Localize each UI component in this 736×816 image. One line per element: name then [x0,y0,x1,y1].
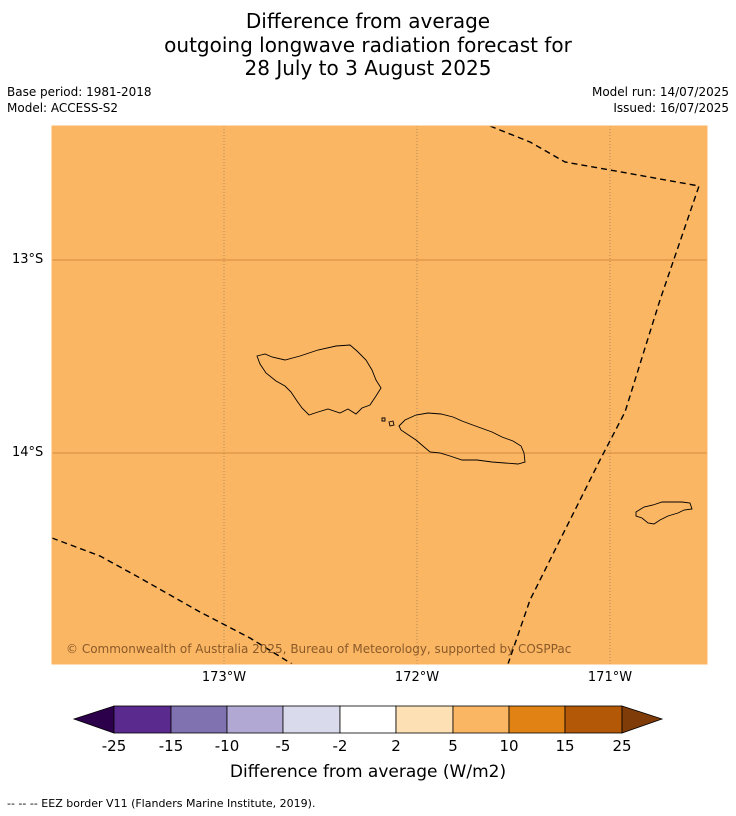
colorbar-tick-label: 15 [555,737,575,755]
island-apolima [381,417,386,422]
colorbar-swatch-7 [452,705,510,734]
lon-label-173w: 173°W [201,670,247,685]
island-tutuila [635,501,693,525]
copyright-text: © Commonwealth of Australia 2025, Bureau… [66,642,571,656]
lat-label-13s: 13°S [12,252,44,267]
colorbar-arrow-low [72,705,115,734]
colorbar-swatch-2 [170,705,228,734]
colorbar-tick-label: -5 [275,737,291,755]
colorbar-swatch-9 [564,705,623,734]
eez-legend-footer: -- -- -- EEZ border V11 (Flanders Marine… [7,797,316,810]
eez-border-southwest [51,537,293,665]
colorbar-tick-label: 25 [612,737,632,755]
lon-label-172w: 172°W [394,670,440,685]
island-savaii [256,344,382,416]
issued-text: Issued: 16/07/2025 [613,101,729,115]
base-period-text: Base period: 1981-2018 [7,85,152,99]
lat-gridlines [52,259,707,454]
map-frame [51,125,708,665]
lon-label-171w: 171°W [587,670,633,685]
colorbar-swatch-3 [226,705,284,734]
title-line-1: Difference from average [245,9,491,33]
colorbar-swatch-5 [339,705,397,734]
island-manono [388,420,395,427]
islands [256,344,693,525]
colorbar [72,705,664,734]
colorbar-arrow-high [621,705,664,734]
model-run-text: Model run: 14/07/2025 [591,85,729,99]
colorbar-swatch-1 [113,705,172,734]
colorbar-swatch-4 [282,705,341,734]
model-text: Model: ACCESS-S2 [7,101,119,115]
eez-border [51,125,700,665]
eez-border-east [489,125,700,665]
colorbar-tick-label: -15 [158,737,184,755]
colorbar-tick-label: -10 [214,737,240,755]
colorbar-swatch-6 [395,705,454,734]
colorbar-tick-label: -25 [101,737,127,755]
lat-label-14s: 14°S [12,445,44,460]
title-line-2: outgoing longwave radiation forecast for [164,33,572,57]
island-upolu [398,412,526,465]
title-line-3: 28 July to 3 August 2025 [244,56,492,80]
colorbar-title: Difference from average (W/m2) [229,762,507,782]
colorbar-tick-label: -2 [332,737,348,755]
colorbar-swatch-8 [508,705,566,734]
colorbar-tick-label: 2 [391,737,401,755]
map-fill [52,126,707,664]
colorbar-tick-label: 10 [499,737,519,755]
colorbar-tick-label: 5 [448,737,458,755]
